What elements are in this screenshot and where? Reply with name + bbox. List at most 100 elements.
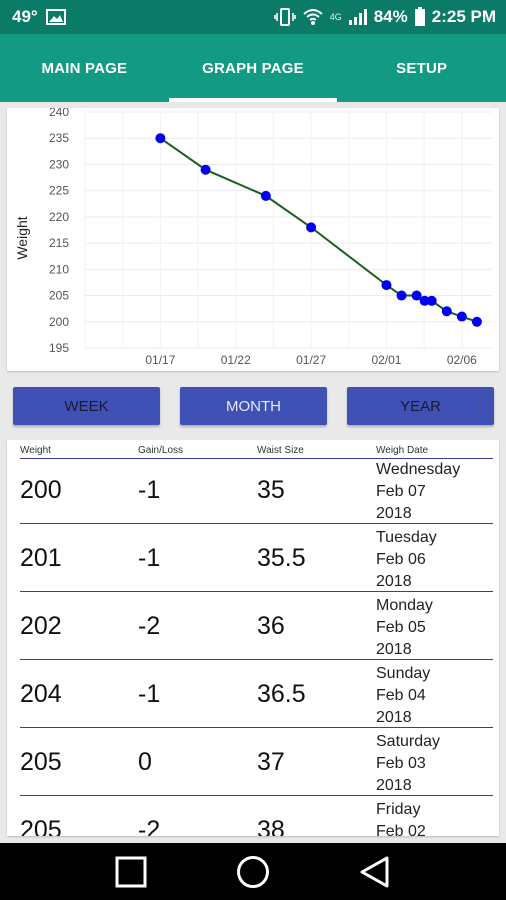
weight-cell: 205 <box>20 748 62 776</box>
y-tick-label: 215 <box>49 236 69 250</box>
date-month-day: Feb 05 <box>376 619 426 636</box>
x-tick-label: 01/22 <box>221 353 251 367</box>
table-row[interactable]: 202 -2 36 Monday Feb 05 2018 <box>20 592 493 660</box>
weight-data-point <box>471 316 482 327</box>
signal-icon <box>348 8 368 26</box>
clock-time: 2:25 PM <box>431 7 496 26</box>
battery-icon <box>414 7 426 27</box>
range-selector: WEEK MONTH YEAR <box>13 387 494 425</box>
battery-percent: 84% <box>373 7 408 26</box>
recents-button[interactable] <box>101 847 161 897</box>
weight-chart-card: 195 200 205 210 215 220 225 230 235 240 01/17 01/22… <box>7 108 499 371</box>
back-triangle-icon <box>360 856 389 887</box>
tab-setup-label: SETUP <box>396 59 448 77</box>
y-tick-label: 210 <box>49 262 69 276</box>
week-button[interactable]: WEEK <box>13 387 160 425</box>
y-axis-label: Weight <box>14 216 30 259</box>
tab-graph-page-label: GRAPH PAGE <box>202 59 304 77</box>
y-tick-label: 225 <box>49 184 69 198</box>
y-tick-label: 240 <box>49 108 69 119</box>
weight-line-chart: 195 200 205 210 215 220 225 230 235 240 01/17 01/22… <box>14 108 492 367</box>
table-row[interactable]: 204 -1 36.5 Sunday Feb 04 2018 <box>20 660 493 728</box>
weight-data-point <box>396 290 407 301</box>
weight-cell: 204 <box>20 680 62 708</box>
weight-data-point <box>260 190 271 201</box>
table-row[interactable]: 205 -2 38 Friday Feb 02 <box>20 796 493 836</box>
waist-cell: 37 <box>257 748 285 776</box>
back-button[interactable] <box>345 847 405 897</box>
month-button[interactable]: MONTH <box>180 387 327 425</box>
wifi-icon <box>302 8 324 26</box>
weight-data-point <box>200 164 211 175</box>
waist-cell: 38 <box>257 816 285 836</box>
year-button[interactable]: YEAR <box>347 387 494 425</box>
x-tick-label: 01/27 <box>296 353 326 367</box>
square-icon <box>115 856 147 887</box>
weight-cell: 202 <box>20 612 62 640</box>
y-tick-label: 200 <box>49 315 69 329</box>
date-day: Tuesday <box>376 529 437 546</box>
weight-data-point <box>306 222 317 233</box>
y-tick-label: 195 <box>49 341 69 355</box>
date-day: Sunday <box>376 665 431 682</box>
date-cell: Sunday Feb 04 2018 <box>376 663 430 729</box>
temperature-text: 49° <box>12 7 38 26</box>
date-month-day: Feb 04 <box>376 687 426 704</box>
date-cell: Friday Feb 02 <box>376 799 426 836</box>
y-tick-label: 205 <box>49 289 69 303</box>
tab-graph-page[interactable]: GRAPH PAGE <box>168 34 338 102</box>
tab-main-page[interactable]: MAIN PAGE <box>0 34 169 102</box>
date-year: 2018 <box>376 505 412 522</box>
weight-data-point <box>381 280 392 291</box>
date-year: 2018 <box>376 573 412 590</box>
gain-loss-cell: -2 <box>138 612 161 640</box>
tab-bar: MAIN PAGE GRAPH PAGE SETUP <box>0 34 506 102</box>
weight-cell: 201 <box>20 544 62 572</box>
weight-data-point <box>441 306 452 317</box>
y-tick-label: 235 <box>49 131 69 145</box>
waist-cell: 36.5 <box>257 680 306 708</box>
header-gain-loss: Gain/Loss <box>138 445 184 456</box>
date-cell: Monday Feb 05 2018 <box>376 595 433 661</box>
y-tick-label: 230 <box>49 157 69 171</box>
date-cell: Wednesday Feb 07 2018 <box>376 459 460 525</box>
gain-loss-cell: -1 <box>138 544 161 572</box>
date-cell: Tuesday Feb 06 2018 <box>376 527 437 593</box>
home-button[interactable] <box>223 847 283 897</box>
tab-setup[interactable]: SETUP <box>337 34 506 102</box>
chart-grid <box>84 111 492 349</box>
table-row[interactable]: 205 0 37 Saturday Feb 03 2018 <box>20 728 493 796</box>
weight-cell: 200 <box>20 476 62 504</box>
x-tick-label: 02/01 <box>371 353 401 367</box>
date-month-day: Feb 02 <box>376 823 426 836</box>
table-header: Weight Gain/Loss Waist Size Weigh Date <box>20 443 493 459</box>
weight-data-point <box>419 295 430 306</box>
table-row[interactable]: 201 -1 35.5 Tuesday Feb 06 2018 <box>20 524 493 592</box>
chart-axes: 195 200 205 210 215 220 225 230 235 240 01/17 01/22… <box>49 108 477 367</box>
date-year: 2018 <box>376 709 412 726</box>
date-month-day: Feb 03 <box>376 755 426 772</box>
gain-loss-cell: -1 <box>138 680 161 708</box>
gallery-icon <box>45 9 66 25</box>
weight-cell: 205 <box>20 816 62 836</box>
y-tick-label: 220 <box>49 210 69 224</box>
date-day: Friday <box>376 801 421 818</box>
gain-loss-cell: -1 <box>138 476 161 504</box>
weigh-in-table: Weight Gain/Loss Waist Size Weigh Date 2… <box>7 440 499 836</box>
waist-cell: 35 <box>257 476 285 504</box>
date-year: 2018 <box>376 777 412 794</box>
gain-loss-cell: -2 <box>138 816 161 836</box>
system-nav-bar <box>0 843 506 900</box>
network-type-label: 4G <box>329 12 342 22</box>
vibrate-icon <box>273 8 296 26</box>
gain-loss-cell: 0 <box>138 748 152 776</box>
weight-data-point <box>411 290 422 301</box>
table-row[interactable]: 200 -1 35 Wednesday Feb 07 2018 <box>20 456 493 524</box>
header-waist-size: Waist Size <box>257 445 304 456</box>
date-day: Saturday <box>376 733 441 750</box>
waist-cell: 35.5 <box>257 544 306 572</box>
waist-cell: 36 <box>257 612 285 640</box>
header-weight: Weight <box>20 445 51 456</box>
date-cell: Saturday Feb 03 2018 <box>376 731 440 797</box>
date-day: Monday <box>376 597 433 614</box>
